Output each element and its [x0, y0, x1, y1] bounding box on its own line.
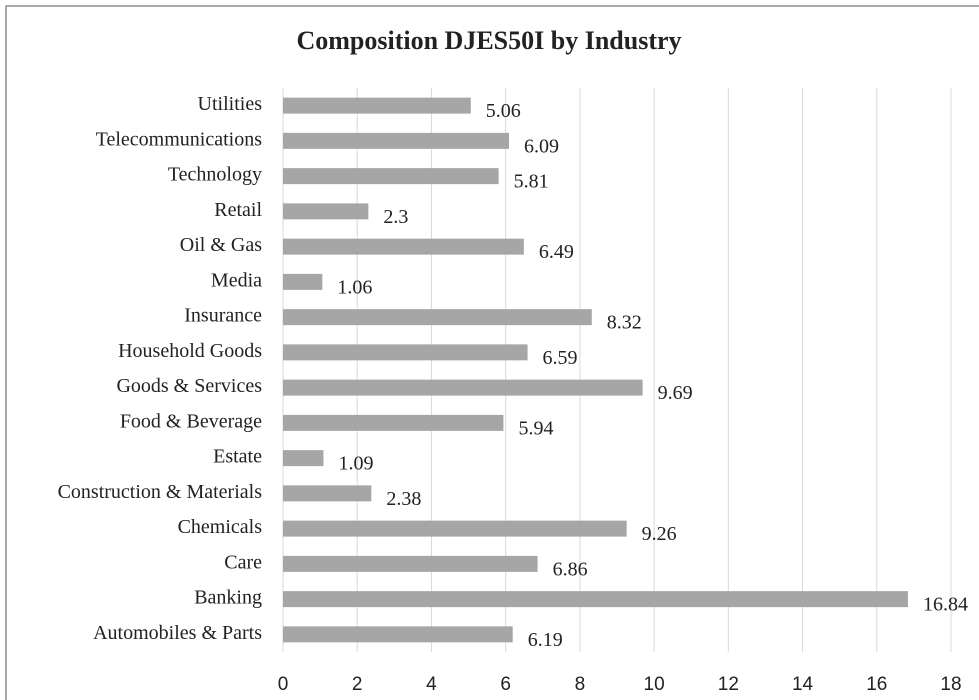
bar	[283, 97, 471, 114]
value-label: 5.94	[518, 417, 553, 439]
x-tick-label: 12	[718, 674, 739, 695]
x-tick-label: 14	[792, 674, 814, 695]
x-tick-label: 16	[866, 674, 887, 695]
y-tick-label: Retail	[214, 199, 262, 221]
bar	[283, 309, 592, 326]
bar	[283, 273, 323, 290]
value-label: 8.32	[607, 312, 642, 334]
chart-title: Composition DJES50I by Industry	[296, 26, 681, 55]
y-tick-label: Care	[224, 551, 262, 573]
x-tick-label: 18	[940, 674, 961, 695]
value-label: 2.3	[383, 206, 408, 228]
value-label: 16.84	[923, 594, 968, 616]
y-tick-label: Automobiles & Parts	[93, 622, 262, 644]
x-tick-label: 0	[278, 674, 289, 695]
x-tick-label: 10	[644, 674, 665, 695]
bar	[283, 485, 372, 502]
bar	[283, 344, 528, 361]
y-tick-label: Goods & Services	[116, 375, 262, 397]
value-label: 1.06	[337, 276, 372, 298]
value-label: 9.26	[642, 523, 677, 545]
bar	[283, 626, 513, 643]
x-tick-label: 6	[500, 674, 511, 695]
value-label: 1.09	[338, 453, 373, 475]
bar	[283, 591, 908, 608]
value-label: 5.06	[486, 100, 521, 122]
y-tick-label: Household Goods	[118, 340, 262, 362]
bar	[283, 414, 504, 431]
y-tick-label: Media	[211, 269, 262, 291]
bar	[283, 203, 369, 220]
y-tick-label: Construction & Materials	[58, 481, 263, 503]
bar	[283, 238, 524, 255]
value-label: 6.86	[553, 558, 588, 580]
bar	[283, 168, 499, 185]
y-tick-label: Chemicals	[178, 516, 263, 538]
value-label: 9.69	[658, 382, 693, 404]
y-tick-label: Insurance	[184, 305, 262, 327]
value-label: 2.38	[386, 488, 421, 510]
x-tick-label: 4	[426, 674, 437, 695]
y-tick-label: Oil & Gas	[180, 234, 262, 256]
value-label: 6.49	[539, 241, 574, 263]
y-tick-label: Banking	[194, 587, 262, 609]
value-label: 6.09	[524, 135, 559, 157]
y-tick-label: Telecommunications	[96, 128, 263, 150]
bar	[283, 520, 627, 537]
bar	[283, 555, 538, 572]
bar	[283, 450, 324, 467]
x-tick-label: 2	[352, 674, 363, 695]
bar	[283, 132, 510, 149]
value-label: 6.19	[528, 629, 563, 651]
value-label: 6.59	[543, 347, 578, 369]
y-tick-label: Technology	[168, 164, 262, 186]
value-label: 5.81	[514, 171, 549, 193]
y-tick-label: Utilities	[198, 93, 263, 115]
y-tick-label: Food & Beverage	[120, 410, 262, 432]
y-tick-label: Estate	[213, 446, 262, 468]
bar	[283, 379, 643, 396]
x-tick-label: 8	[575, 674, 586, 695]
